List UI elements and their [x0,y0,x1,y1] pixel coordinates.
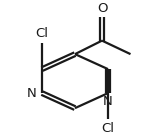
Text: Cl: Cl [36,27,48,40]
Text: Cl: Cl [102,122,114,135]
Text: N: N [103,95,113,108]
Text: N: N [27,87,36,100]
Text: O: O [97,2,107,15]
